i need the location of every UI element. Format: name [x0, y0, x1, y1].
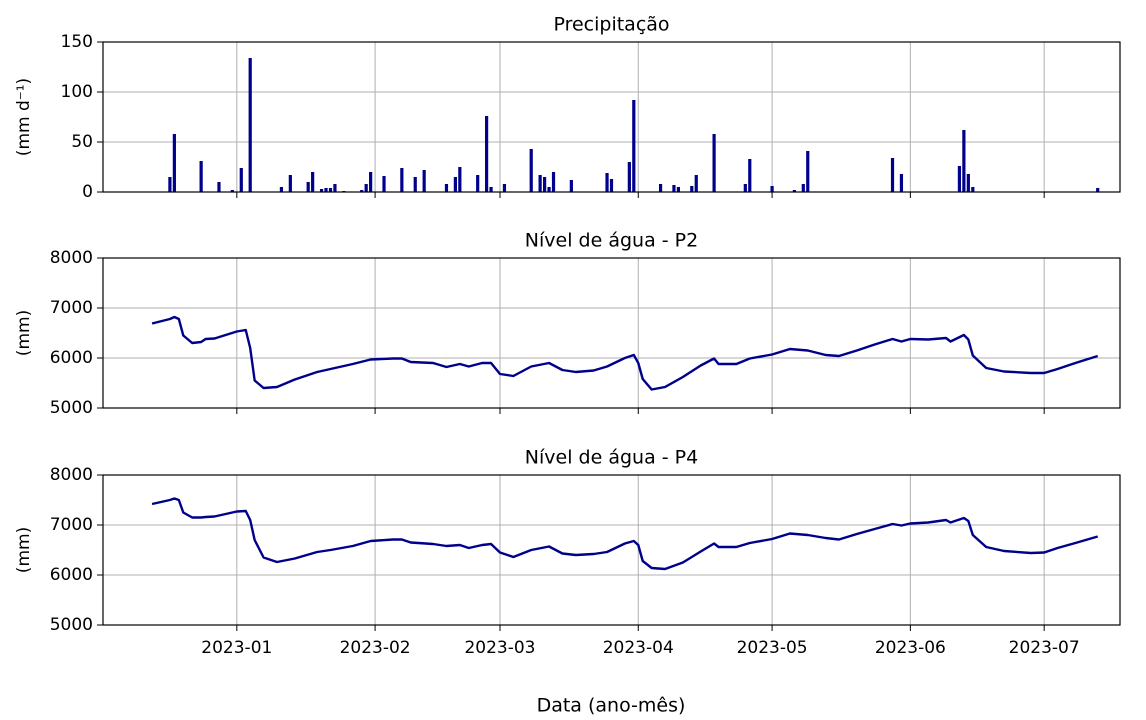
bar — [230, 190, 234, 192]
y-tick-label: 6000 — [50, 348, 93, 368]
bar — [966, 174, 970, 192]
bar — [319, 189, 324, 192]
panel-title: Nível de água - P2 — [525, 230, 698, 252]
bar — [542, 177, 547, 192]
bar — [502, 184, 507, 192]
bar — [369, 172, 373, 192]
bar — [279, 187, 284, 192]
bar — [743, 184, 747, 192]
bar — [360, 190, 364, 192]
line — [151, 497, 1099, 571]
axes-frame — [102, 474, 1121, 626]
bar — [890, 158, 895, 192]
bar — [199, 161, 203, 192]
bar — [400, 168, 404, 192]
x-tick-label: 2023-05 — [737, 638, 808, 658]
bar — [672, 185, 676, 192]
panel-title: Nível de água - P4 — [525, 447, 698, 469]
axes-frame — [102, 41, 1121, 193]
panel-title: Precipitação — [553, 14, 669, 36]
bar — [529, 149, 533, 192]
x-axis-label: Data (ano-mês) — [537, 695, 686, 717]
y-tick-label: 5000 — [50, 615, 93, 635]
y-tick-label: 0 — [82, 182, 93, 202]
bar — [333, 184, 337, 192]
y-tick-label: 7000 — [50, 515, 93, 535]
bar — [676, 187, 681, 192]
bar — [422, 170, 426, 192]
bar — [413, 177, 417, 192]
bar — [801, 184, 805, 192]
bar — [364, 184, 368, 192]
bar — [806, 151, 810, 192]
bar — [453, 177, 457, 192]
y-tick-label: 50 — [71, 132, 93, 152]
x-tick-label: 2023-03 — [464, 638, 535, 658]
bar — [306, 182, 310, 192]
bar — [489, 187, 493, 192]
bar — [690, 186, 694, 192]
bar — [899, 174, 904, 192]
bar — [538, 175, 542, 192]
bar — [248, 58, 252, 192]
bar — [712, 134, 716, 192]
bar — [971, 187, 975, 192]
axes-frame — [102, 257, 1121, 409]
x-tick-label: 2023-02 — [340, 638, 411, 658]
bar — [957, 166, 962, 192]
bar — [632, 100, 636, 192]
bar — [770, 186, 774, 192]
y-axis-label: (mm) — [14, 310, 34, 356]
bar — [609, 179, 614, 192]
bar — [382, 176, 386, 192]
bar — [605, 173, 609, 192]
y-tick-label: 150 — [61, 32, 93, 52]
bar — [444, 184, 449, 192]
x-tick-label: 2023-04 — [603, 638, 674, 658]
bar — [748, 159, 752, 192]
y-tick-label: 100 — [61, 82, 93, 102]
bar — [962, 130, 966, 192]
bar — [658, 184, 663, 192]
y-tick-label: 8000 — [50, 248, 93, 268]
bar — [547, 187, 551, 192]
y-tick-label: 5000 — [50, 398, 93, 418]
bar — [324, 188, 328, 192]
bar — [551, 172, 556, 192]
bar — [217, 182, 221, 192]
bar — [694, 175, 698, 192]
bar — [569, 180, 573, 192]
bar — [311, 172, 315, 192]
x-tick-label: 2023-01 — [201, 638, 272, 658]
bar — [476, 175, 480, 192]
x-tick-label: 2023-07 — [1009, 638, 1080, 658]
bar — [458, 167, 462, 192]
bar — [288, 175, 292, 192]
y-axis-label: (mm d⁻¹) — [14, 78, 34, 156]
y-tick-label: 7000 — [50, 298, 93, 318]
bar — [168, 177, 172, 192]
line — [151, 315, 1099, 391]
y-tick-label: 6000 — [50, 565, 93, 585]
bar — [627, 162, 631, 192]
x-tick-label: 2023-06 — [875, 638, 946, 658]
bar — [239, 168, 243, 192]
bar — [1096, 188, 1100, 192]
bar — [328, 188, 333, 192]
y-tick-label: 8000 — [50, 465, 93, 485]
y-axis-label: (mm) — [14, 527, 34, 573]
bar — [485, 116, 489, 192]
bar — [172, 134, 176, 192]
bar — [792, 190, 796, 192]
